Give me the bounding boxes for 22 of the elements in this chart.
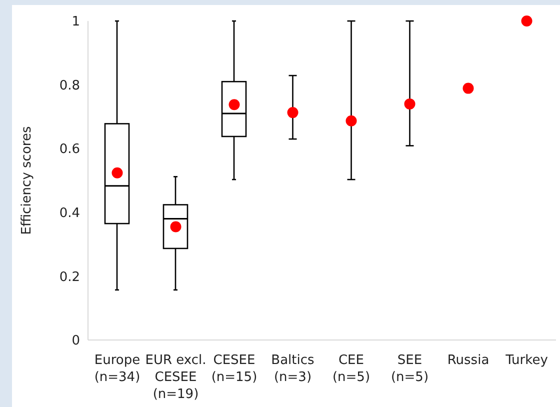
y-tick-label: 0.6 — [59, 142, 80, 158]
x-tick-label: EUR excl. CESEE (n=19) — [145, 353, 206, 402]
x-tick-label: CEE (n=5) — [332, 353, 370, 385]
point — [521, 16, 532, 26]
x-tick-label: Baltics (n=3) — [271, 353, 315, 385]
x-tick-label: SEE (n=5) — [390, 353, 429, 385]
x-tick-label: Russia — [447, 353, 490, 368]
y-tick-label: 0 — [72, 334, 80, 349]
point — [112, 167, 123, 178]
y-tick-label: 0.2 — [59, 270, 80, 285]
point — [346, 115, 357, 126]
point — [287, 107, 298, 118]
y-tick-label: 0.8 — [59, 78, 80, 94]
y-tick-label: 0.4 — [59, 206, 80, 222]
point — [462, 82, 474, 94]
point — [404, 98, 416, 110]
y-axis-title: Efficiency scores — [20, 126, 35, 235]
x-tick-label: CESEE (n=15) — [211, 353, 258, 385]
x-tick-label: Europe (n=34) — [94, 353, 140, 385]
y-tick-label: 1 — [72, 14, 80, 30]
x-tick-label: Turkey — [504, 353, 548, 368]
point — [228, 99, 240, 110]
